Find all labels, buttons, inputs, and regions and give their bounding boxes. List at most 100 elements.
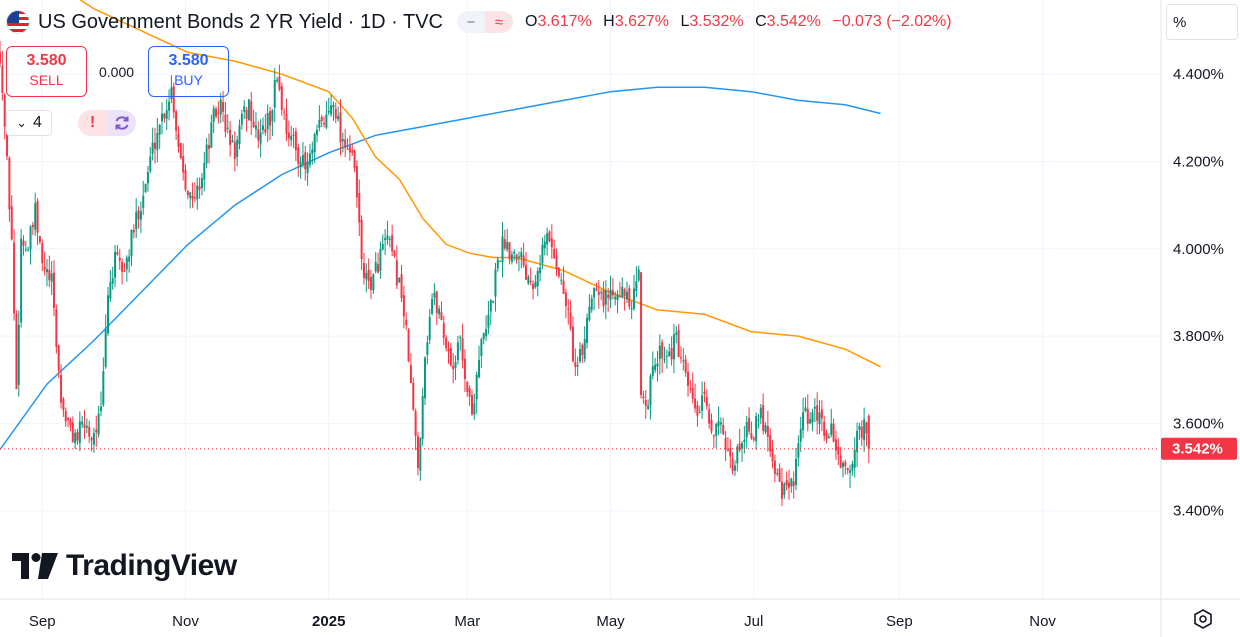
- candle-body: [517, 256, 520, 258]
- candle-body: [428, 317, 431, 340]
- candle-body: [339, 112, 342, 143]
- candle-body: [541, 244, 544, 264]
- symbol-legend[interactable]: US Government Bonds 2 YR Yield · 1D · TV…: [6, 6, 952, 38]
- alert-icon[interactable]: !: [78, 110, 107, 136]
- candle-body: [153, 142, 156, 149]
- alerts-pill[interactable]: !: [78, 110, 136, 136]
- candle-body: [778, 468, 781, 482]
- sync-icon[interactable]: [107, 110, 136, 136]
- candle-body: [630, 307, 633, 310]
- candle-body: [766, 426, 769, 437]
- candle-body: [57, 345, 60, 371]
- candle-body: [409, 365, 412, 384]
- candle-body: [323, 122, 326, 125]
- candle-body: [252, 121, 255, 128]
- y-tick-label: 3.800%: [1173, 328, 1224, 345]
- candle-body: [161, 113, 164, 122]
- candle-body: [351, 150, 354, 153]
- candle-body: [384, 238, 387, 241]
- candle-body: [478, 359, 481, 378]
- candle-body: [168, 101, 171, 111]
- candle-body: [856, 430, 859, 453]
- candle-body: [102, 371, 105, 406]
- candle-body: [816, 405, 819, 421]
- candle-body: [172, 86, 175, 113]
- candle-body: [261, 125, 264, 130]
- candle-body: [69, 419, 72, 426]
- sell-button[interactable]: 3.580 SELL: [6, 46, 87, 97]
- candle-body: [640, 272, 643, 396]
- candle-body: [367, 269, 370, 281]
- candle-body: [790, 478, 793, 487]
- candle-body: [332, 104, 335, 108]
- candle-body: [163, 113, 166, 119]
- candle-body: [757, 419, 760, 421]
- candle-body: [433, 292, 436, 298]
- candle-body: [553, 248, 556, 259]
- candle-body: [724, 437, 727, 450]
- candle-body: [846, 467, 849, 471]
- candle-body: [607, 294, 610, 298]
- candle-body: [564, 292, 567, 306]
- candle-body: [586, 317, 589, 343]
- price-unit[interactable]: %: [1166, 4, 1238, 40]
- candle-body: [334, 108, 337, 119]
- candle-body: [83, 424, 86, 428]
- time-axis[interactable]: Sep Nov 2025 Mar May Jul Sep Nov: [29, 613, 1057, 630]
- last-price-label: 3.542%: [1161, 437, 1237, 460]
- x-tick-label: May: [596, 613, 625, 630]
- candle-body: [370, 276, 373, 290]
- candle-body: [557, 267, 560, 277]
- candle-body: [149, 156, 152, 172]
- wave-icon[interactable]: ≈: [485, 11, 513, 33]
- candle-body: [240, 113, 243, 125]
- candle-body: [571, 326, 574, 362]
- candle-body: [853, 449, 856, 468]
- candle-body: [456, 342, 459, 361]
- candle-body: [593, 287, 596, 298]
- symbol-title[interactable]: US Government Bonds 2 YR Yield · 1D · TV…: [38, 10, 443, 33]
- candle-body: [116, 251, 119, 255]
- candle-body: [393, 250, 396, 257]
- candle-body: [522, 255, 525, 266]
- settings-icon[interactable]: [1192, 608, 1214, 635]
- candle-body: [139, 211, 142, 220]
- candle-body: [99, 406, 102, 411]
- candle-body: [311, 149, 314, 154]
- candle-body: [386, 235, 389, 240]
- collapse-icon[interactable]: −: [466, 13, 476, 31]
- moving-averages: [0, 0, 881, 451]
- candle-body: [809, 419, 812, 424]
- buy-button[interactable]: 3.580 BUY: [148, 46, 229, 97]
- candle-body: [687, 371, 690, 386]
- candle-body: [43, 266, 46, 271]
- candle-body: [820, 409, 823, 419]
- candle-body: [337, 116, 340, 120]
- candle-body: [88, 426, 91, 437]
- change-value: −0.073 (−2.02%): [832, 13, 952, 30]
- candle-body: [470, 395, 473, 415]
- candle-body: [128, 256, 131, 262]
- candle-body: [146, 172, 149, 184]
- candle-body: [186, 190, 189, 196]
- candle-body: [783, 483, 786, 495]
- candle-body: [419, 438, 422, 471]
- candle-body: [431, 298, 434, 314]
- candle-body: [222, 102, 225, 112]
- x-tick-label: Jul: [744, 613, 763, 630]
- indicators-toggle[interactable]: ⌄ 4: [6, 110, 52, 136]
- candle-body: [543, 241, 546, 249]
- us-flag-icon: [6, 10, 30, 34]
- tradingview-logo[interactable]: TradingView: [12, 549, 237, 583]
- candle-body: [304, 152, 307, 170]
- price-axis[interactable]: 3.400% 3.600% 3.800% 4.000% 4.200% 4.400%: [1173, 66, 1224, 519]
- candle-body: [398, 277, 401, 283]
- legend-toggle[interactable]: − ≈: [457, 11, 513, 33]
- candle-body: [785, 480, 788, 486]
- x-tick-label: Sep: [29, 613, 56, 630]
- ohlc-values: O3.617% H3.627% L3.532% C3.542% −0.073 (…: [525, 13, 952, 31]
- candle-body: [156, 133, 159, 151]
- candle-body: [111, 278, 114, 284]
- candle-body: [6, 127, 9, 157]
